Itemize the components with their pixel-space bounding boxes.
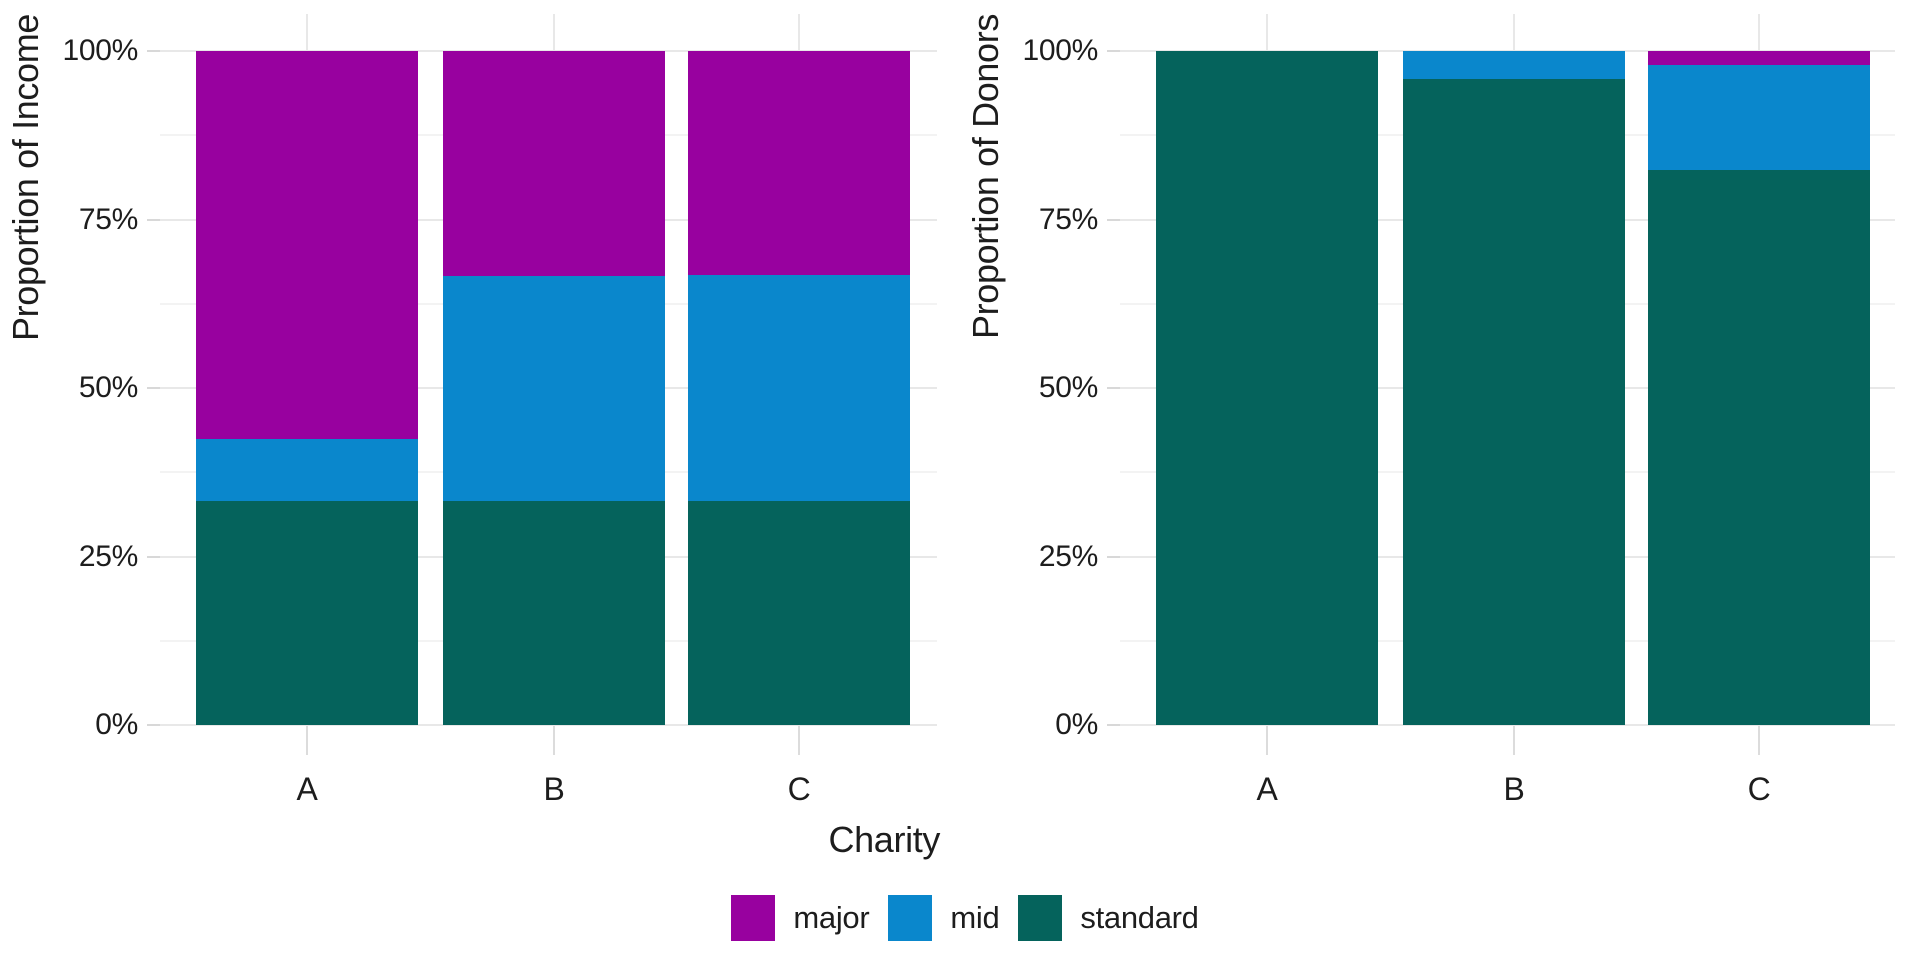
x-tick-label: C	[787, 771, 811, 807]
major-gridline	[1120, 724, 1895, 726]
bar-segment-standard	[688, 500, 910, 725]
y-tick-mark	[1107, 555, 1120, 558]
legend: major mid standard	[10, 894, 1920, 942]
y-tick-mark	[147, 724, 160, 726]
x-tick-mark	[1758, 725, 1760, 755]
bar-segment-major	[443, 51, 665, 277]
y-tick-label: 100%	[1022, 34, 1098, 67]
y-tick-label: 25%	[78, 539, 138, 573]
bar-segment-major	[196, 51, 418, 439]
y-tick-label: 0%	[1055, 708, 1098, 741]
bar-segment-standard	[443, 500, 665, 725]
y-tick-label: 100%	[62, 34, 138, 67]
y-tick-mark	[1107, 218, 1120, 221]
bar-segment-mid	[443, 276, 665, 501]
y-tick-mark	[1107, 724, 1120, 726]
y-tick-mark	[147, 218, 160, 221]
legend-item: standard	[1018, 895, 1199, 941]
bar-segment-major	[1648, 51, 1870, 66]
y-tick-mark	[1107, 50, 1120, 52]
legend-label: standard	[1080, 900, 1199, 935]
x-axis-title: Charity	[828, 819, 940, 860]
legend-label: mid	[950, 900, 1000, 935]
y-tick-mark	[147, 555, 160, 558]
y-tick-label: 25%	[1038, 539, 1098, 573]
x-tick-label: B	[1503, 771, 1525, 807]
bar-segment-standard	[1403, 79, 1625, 725]
y-tick-label: 75%	[78, 202, 138, 236]
bar-segment-mid	[196, 438, 418, 501]
x-tick-label: C	[1747, 771, 1771, 807]
legend-item: mid	[888, 895, 1000, 941]
bar-segment-standard	[1156, 51, 1378, 725]
bar-segment-mid	[1648, 65, 1870, 171]
legend-label: major	[793, 900, 870, 935]
legend-key-standard	[1018, 895, 1063, 941]
y-tick-mark	[1107, 387, 1120, 389]
bar-segment-major	[688, 51, 910, 276]
x-tick-mark	[553, 725, 555, 755]
bar-segment-standard	[196, 500, 418, 725]
income-plot-area: A B C 0% 25% 50% 75% 100%	[62, 14, 937, 807]
major-gridline	[160, 724, 937, 726]
x-tick-mark	[1513, 725, 1515, 755]
y-tick-mark	[147, 50, 160, 52]
y-tick-label: 50%	[78, 371, 138, 404]
legend-key-mid	[888, 895, 933, 941]
x-tick-mark	[1266, 725, 1268, 755]
bar-segment-standard	[1648, 170, 1870, 725]
legend-item: major	[731, 895, 870, 941]
x-tick-label: B	[543, 771, 565, 807]
x-tick-label: A	[1256, 771, 1278, 807]
x-tick-label: A	[296, 771, 318, 807]
legend-key-major	[731, 895, 776, 941]
bar-segment-mid	[688, 275, 910, 501]
y-tick-label: 0%	[95, 708, 138, 741]
x-tick-mark	[798, 725, 800, 755]
y-tick-mark	[147, 387, 160, 389]
donors-plot-area: A B C 0% 25% 50% 75% 100%	[1022, 14, 1895, 807]
bar-segment-mid	[1403, 51, 1625, 80]
y-tick-label: 75%	[1038, 202, 1098, 236]
y-tick-label: 50%	[1038, 371, 1098, 404]
x-tick-mark	[306, 725, 308, 755]
